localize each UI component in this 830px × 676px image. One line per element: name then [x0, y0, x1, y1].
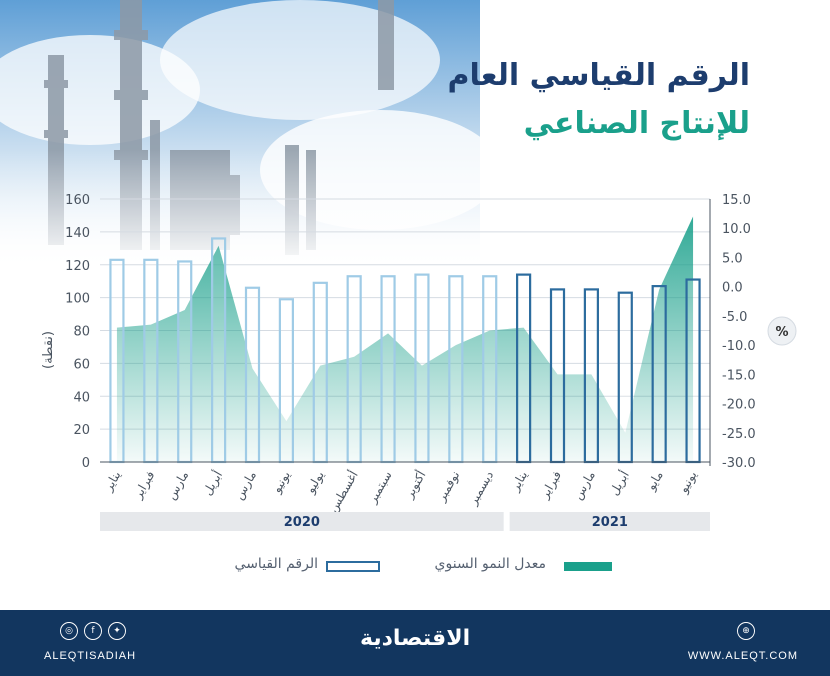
x-tick-label: أغسطس — [325, 468, 362, 515]
x-tick-label: فبراير — [130, 469, 158, 503]
x-tick-label: ديسمبر — [465, 469, 497, 509]
index-bar-12 — [516, 273, 532, 464]
index-bar-14 — [583, 288, 599, 464]
left-tick-label: 60 — [73, 357, 90, 372]
right-tick-label: 0.0 — [722, 281, 743, 296]
chart-title-line1: الرقم القياسي العام — [447, 58, 750, 93]
left-tick-label: 160 — [65, 193, 90, 208]
year-band-2021 — [509, 512, 710, 531]
year-label: 2021 — [592, 515, 628, 530]
left-axis-title: (نقطة) — [41, 331, 56, 369]
x-tick-label: أبريل — [199, 468, 226, 498]
x-tick-label: مارس — [164, 469, 192, 503]
left-tick-label: 40 — [73, 390, 90, 405]
right-tick-label: -10.0 — [722, 339, 756, 354]
footer-handle[interactable]: ALEQTISADIAH — [44, 650, 137, 662]
index-bar-15 — [617, 291, 633, 464]
facebook-icon[interactable]: f — [84, 622, 102, 640]
index-bar-3 — [211, 237, 227, 464]
right-tick-label: 5.0 — [722, 251, 743, 266]
brand-logo: الاقتصادية — [360, 626, 471, 651]
footer-bar: ◎ f ✦ ALEQTISADIAH الاقتصادية ⊕ WWW.ALEQ… — [0, 610, 830, 676]
x-tick-label: يناير — [101, 469, 125, 495]
year-band-2020 — [100, 512, 504, 531]
left-tick-label: 20 — [73, 423, 90, 438]
x-tick-label: مارس — [232, 469, 260, 503]
right-tick-label: -5.0 — [722, 310, 747, 325]
index-bar-13 — [549, 288, 566, 464]
right-tick-label: 15.0 — [722, 193, 751, 208]
index-bar-2 — [177, 260, 193, 464]
right-axis-badge — [767, 316, 797, 346]
legend-growth-swatch — [564, 562, 612, 571]
legend-index-label: الرقم القياسي — [234, 556, 318, 572]
index-bar-0 — [109, 258, 125, 464]
index-bar-16 — [651, 285, 667, 464]
x-tick-label: سبتمبر — [365, 469, 396, 507]
x-tick-label: فبراير — [537, 469, 565, 503]
x-tick-label: نوفمبر — [434, 469, 464, 505]
right-tick-label: -20.0 — [722, 398, 756, 413]
right-tick-label: -25.0 — [722, 427, 756, 442]
legend-index-swatch — [326, 561, 380, 572]
twitter-icon[interactable]: ✦ — [108, 622, 126, 640]
footer-site[interactable]: WWW.ALEQT.COM — [687, 650, 798, 662]
x-tick-label: يوليو — [303, 469, 328, 497]
index-bar-5 — [278, 298, 294, 464]
left-tick-label: 0 — [82, 456, 90, 471]
left-tick-label: 120 — [65, 259, 90, 274]
x-tick-label: يونيو — [269, 469, 294, 497]
index-bar-9 — [414, 273, 430, 464]
left-tick-label: 80 — [73, 325, 90, 340]
x-tick-label: أكتوبر — [401, 468, 430, 502]
year-label: 2020 — [284, 515, 320, 530]
legend-growth-label: معدل النمو السنوي — [434, 556, 546, 572]
x-tick-label: أبريل — [606, 468, 633, 498]
x-tick-label: يونيو — [676, 469, 701, 497]
index-bar-8 — [380, 275, 396, 464]
growth-rate-area — [116, 216, 694, 462]
right-axis-title: % — [775, 325, 788, 340]
instagram-icon[interactable]: ◎ — [60, 622, 78, 640]
chart-title-line2: للإنتاج الصناعي — [523, 106, 750, 141]
x-tick-label: مايو — [643, 469, 666, 494]
right-tick-label: 10.0 — [722, 222, 751, 237]
index-bar-6 — [312, 281, 328, 464]
index-bar-4 — [244, 286, 261, 464]
x-tick-label: مارس — [571, 469, 599, 503]
left-tick-label: 100 — [65, 292, 90, 307]
index-bar-17 — [685, 278, 701, 464]
left-tick-label: 140 — [65, 226, 90, 241]
right-tick-label: -15.0 — [722, 368, 756, 383]
index-bar-10 — [448, 275, 464, 464]
right-tick-label: -30.0 — [722, 456, 756, 471]
x-tick-label: يناير — [507, 469, 531, 495]
index-bar-1 — [143, 258, 159, 464]
social-icons: ◎ f ✦ — [60, 622, 126, 640]
index-bar-7 — [346, 275, 362, 464]
web-icon-wrap: ⊕ — [737, 622, 755, 640]
index-bar-11 — [482, 275, 498, 464]
globe-icon[interactable]: ⊕ — [737, 622, 755, 640]
